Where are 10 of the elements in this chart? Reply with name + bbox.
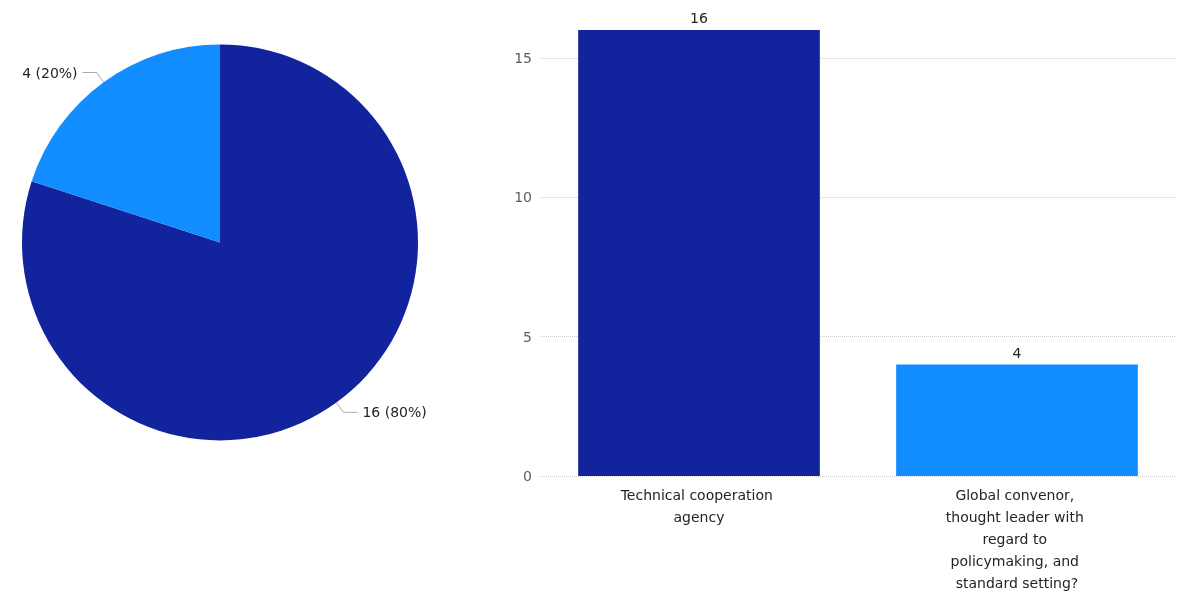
y-tick-label: 5 [523,328,532,345]
data-label: 16 [690,10,708,26]
x-tick-label: Global convenor, thought leader with regard to policymaking, and standard setting? [945,487,1089,591]
y-tick-label: 10 [514,189,532,206]
data-label: 4 (20%) [22,64,78,81]
data-label: 16 (80%) [362,404,427,421]
x-tick-label: Technical cooperation agency [619,487,778,525]
data-label: 4 [1012,344,1022,361]
y-tick-label: 15 [514,49,532,66]
y-tick-label: 0 [523,468,532,484]
